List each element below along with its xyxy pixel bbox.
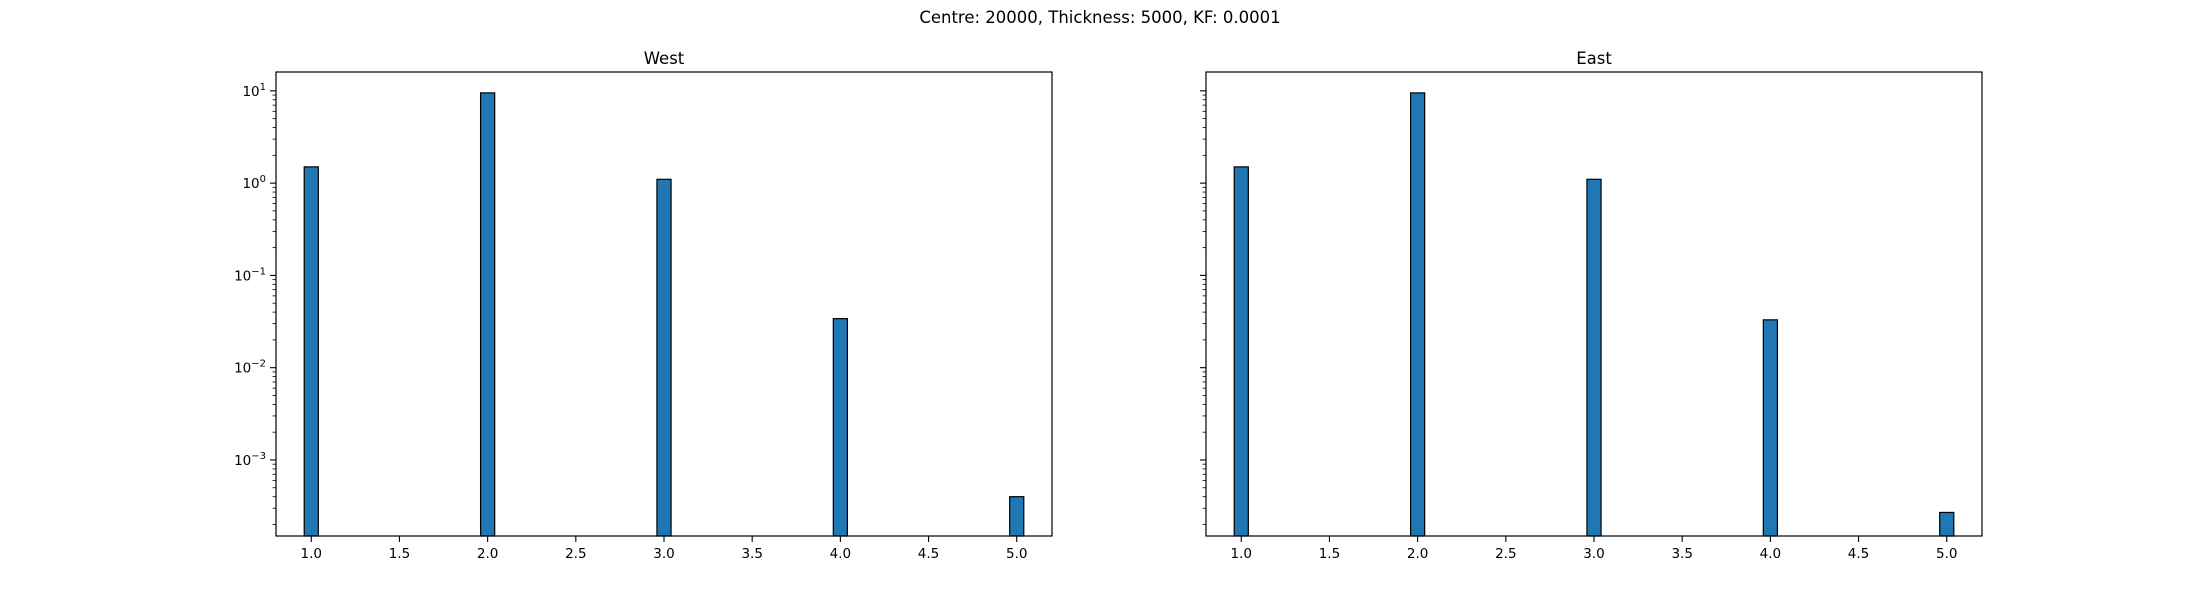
x-tick-label: 5.0 [1936, 546, 1957, 562]
y-tick-label: 10−3 [234, 451, 266, 469]
bar [1762, 319, 1779, 537]
bar [656, 178, 672, 537]
x-tick-label: 4.0 [830, 546, 851, 562]
bar [479, 92, 496, 537]
bar [832, 318, 849, 537]
x-tick-label: 2.0 [1407, 546, 1428, 562]
y-tick-label: 101 [242, 82, 266, 100]
bar [1939, 511, 1955, 537]
x-tick-label: 2.5 [1495, 546, 1516, 562]
x-tick-label: 3.5 [1671, 546, 1692, 562]
bar [1233, 166, 1249, 537]
x-tick-label: 4.5 [1848, 546, 1869, 562]
x-tick-label: 2.0 [477, 546, 498, 562]
axes-title: East [1576, 49, 1612, 68]
bar [1009, 496, 1025, 537]
bar [303, 166, 319, 537]
x-tick-label: 1.5 [389, 546, 410, 562]
x-tick-label: 4.5 [918, 546, 939, 562]
x-tick-label: 4.0 [1760, 546, 1781, 562]
x-tick-label: 1.5 [1319, 546, 1340, 562]
y-tick-label: 100 [242, 174, 266, 192]
x-tick-label: 5.0 [1006, 546, 1027, 562]
x-tick-label: 3.0 [1583, 546, 1604, 562]
chart-panel-east: East 1.0 1.5 2.0 2.5 3.0 3.5 4.0 4.5 5.0 [1200, 49, 1983, 562]
x-tick-label: 3.5 [741, 546, 762, 562]
x-tick-label: 1.0 [301, 546, 322, 562]
x-tick-label: 1.0 [1231, 546, 1252, 562]
y-tick-label: 10−2 [234, 359, 266, 377]
x-tick-label: 3.0 [653, 546, 674, 562]
figure-suptitle: Centre: 20000, Thickness: 5000, KF: 0.00… [919, 8, 1281, 27]
x-tick-label: 2.5 [565, 546, 586, 562]
axes-title: West [644, 49, 685, 68]
bar [1586, 178, 1602, 537]
chart-panel-west: West 1.0 1.5 2.0 2.5 3.0 3.5 4.0 4.5 5.0 101 100 10−… [234, 49, 1053, 562]
bar [1409, 92, 1426, 537]
y-tick-label: 10−1 [234, 266, 266, 284]
